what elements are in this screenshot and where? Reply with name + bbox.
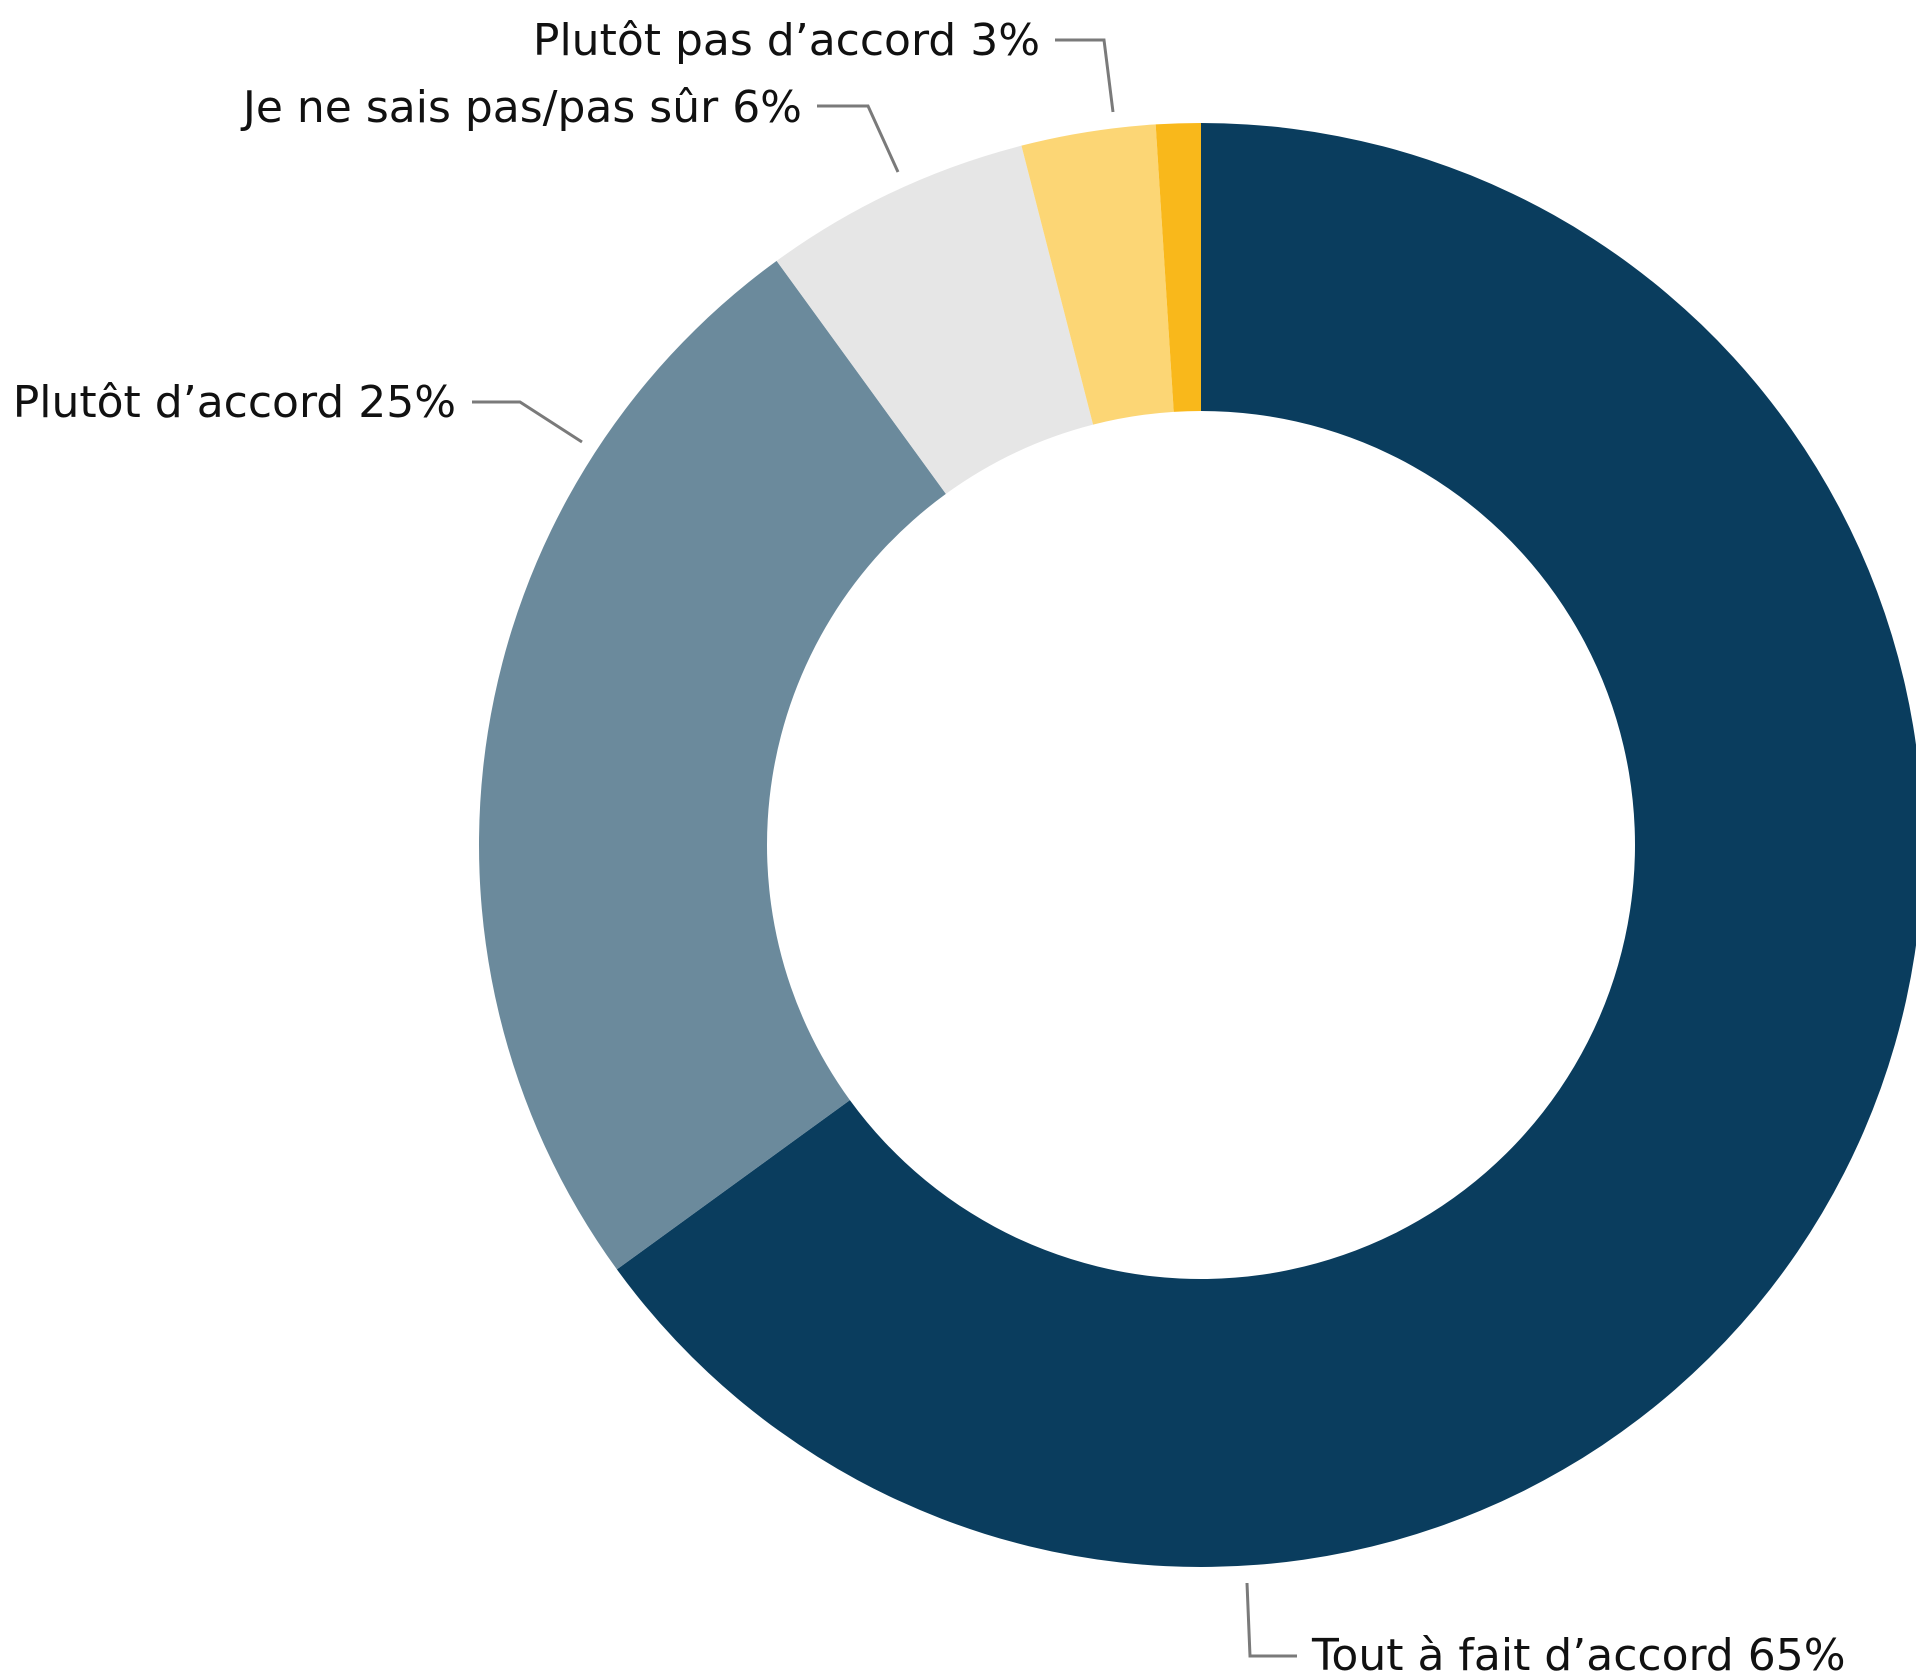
slice-slice-4 <box>1155 123 1201 412</box>
slice-label-plutot-pas-daccord: Plutôt pas d’accord 3% <box>533 15 1040 66</box>
leader-line-tout-a-fait-daccord <box>1245 1582 1297 1658</box>
leader-line-je-ne-sais-pas <box>817 104 900 173</box>
label-plutot-pas-daccord: Plutôt pas d’accord 3% <box>533 15 1115 113</box>
label-plutot-daccord: Plutôt d’accord 25% <box>13 377 583 444</box>
slice-label-plutot-daccord: Plutôt d’accord 25% <box>13 377 456 428</box>
slice-je-ne-sais-pas-pas-sur <box>776 145 1094 494</box>
slice-label-tout-a-fait-daccord: Tout à fait d’accord 65% <box>1311 1630 1846 1678</box>
label-je-ne-sais-pas: Je ne sais pas/pas sûr 6% <box>240 82 900 173</box>
donut-slices <box>479 123 1916 1567</box>
leader-line-plutot-pas-daccord <box>1055 38 1115 113</box>
slice-tout-a-fait-d-accord <box>616 123 1916 1567</box>
slice-plutot-pas-d-accord <box>1021 124 1174 425</box>
slice-label-je-ne-sais-pas: Je ne sais pas/pas sûr 6% <box>240 82 802 133</box>
slice-plutot-d-accord <box>479 260 946 1270</box>
leader-line-plutot-daccord <box>472 400 583 444</box>
label-tout-a-fait-daccord: Tout à fait d’accord 65% <box>1245 1582 1846 1678</box>
